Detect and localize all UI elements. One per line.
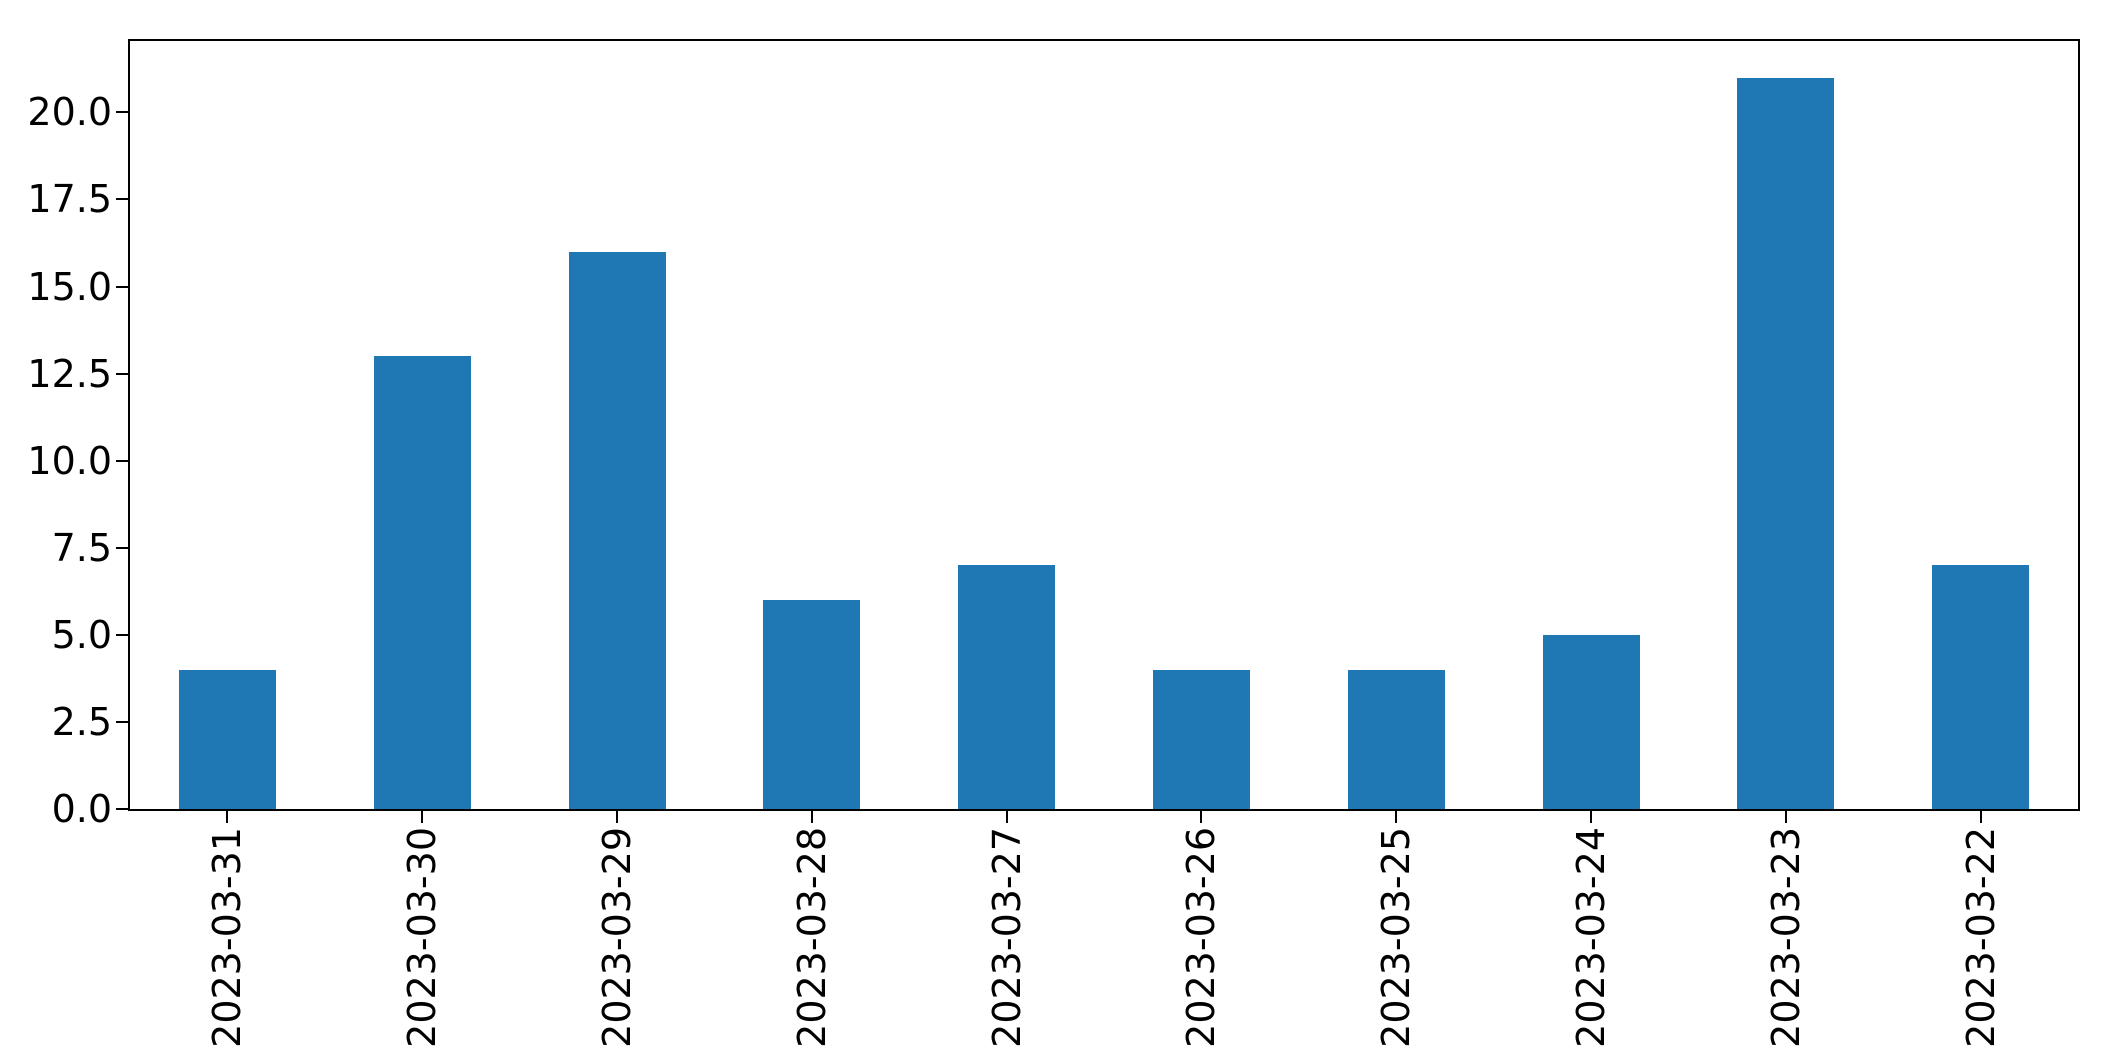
x-tick-label-text: 2023-03-28 [789, 827, 834, 1048]
x-tick-mark [1590, 811, 1592, 823]
x-tick-mark [1979, 811, 1982, 823]
y-tick-label: 15.0 [27, 264, 112, 309]
y-tick-mark [116, 372, 128, 375]
bar-2023-03-25 [1347, 669, 1445, 809]
y-tick-label: 12.5 [27, 351, 112, 396]
x-tick-label-text: 2023-03-31 [205, 827, 250, 1048]
x-tick-label-text: 2023-03-22 [1958, 827, 2003, 1048]
x-tick-label-text: 2023-03-25 [1374, 827, 1419, 1048]
x-tick-mark [421, 811, 424, 823]
y-tick-label: 20.0 [27, 90, 112, 135]
x-tick-label: 2023-03-25 [1373, 827, 1419, 1057]
y-tick-mark [116, 808, 128, 810]
y-tick-mark [116, 633, 128, 636]
plot-area [128, 39, 2080, 811]
x-tick-label: 2023-03-22 [1958, 827, 2004, 1057]
y-tick-mark [116, 546, 128, 549]
x-tick-label: 2023-03-31 [204, 827, 250, 1057]
y-tick-label: 17.5 [27, 177, 112, 222]
x-tick-label: 2023-03-26 [1178, 827, 1224, 1057]
y-tick-label: 7.5 [51, 525, 112, 570]
bar-2023-03-22 [1932, 565, 2030, 809]
x-tick-label-text: 2023-03-26 [1179, 827, 1224, 1048]
bar-2023-03-26 [1152, 669, 1250, 809]
x-tick-mark [1200, 811, 1203, 823]
x-tick-label-text: 2023-03-23 [1763, 827, 1808, 1048]
y-tick-mark [116, 720, 128, 723]
x-tick-label-text: 2023-03-29 [595, 827, 639, 1048]
y-tick-mark [116, 285, 128, 288]
x-tick-label: 2023-03-24 [1568, 827, 1614, 1057]
y-tick-mark [116, 198, 128, 201]
bar-2023-03-23 [1737, 77, 1835, 809]
x-tick-mark [1395, 811, 1398, 823]
y-tick-label: 5.0 [51, 612, 112, 657]
y-tick-label: 2.5 [51, 699, 112, 744]
y-tick-label: 0.0 [51, 787, 112, 831]
x-tick-mark [616, 811, 618, 823]
y-tick-mark [116, 111, 128, 114]
x-tick-label-text: 2023-03-30 [400, 827, 445, 1048]
y-tick-mark [116, 459, 128, 462]
x-tick-mark [1005, 811, 1008, 823]
bar-2023-03-24 [1542, 634, 1640, 809]
x-tick-label-text: 2023-03-27 [984, 827, 1029, 1048]
x-tick-label: 2023-03-28 [789, 827, 835, 1057]
bar-2023-03-29 [568, 251, 666, 809]
x-tick-label: 2023-03-23 [1763, 827, 1809, 1057]
x-tick-mark [810, 811, 813, 823]
bar-2023-03-30 [373, 356, 471, 809]
x-tick-label-text: 2023-03-24 [1569, 827, 1613, 1048]
x-tick-mark [1784, 811, 1787, 823]
y-tick-label: 10.0 [27, 438, 112, 483]
bar-2023-03-28 [763, 600, 861, 809]
bar-2023-03-27 [958, 565, 1056, 809]
x-tick-mark [226, 811, 229, 823]
x-tick-label: 2023-03-27 [984, 827, 1030, 1057]
x-tick-label: 2023-03-30 [399, 827, 445, 1057]
bar-2023-03-31 [178, 669, 276, 809]
x-tick-label: 2023-03-29 [594, 827, 640, 1057]
